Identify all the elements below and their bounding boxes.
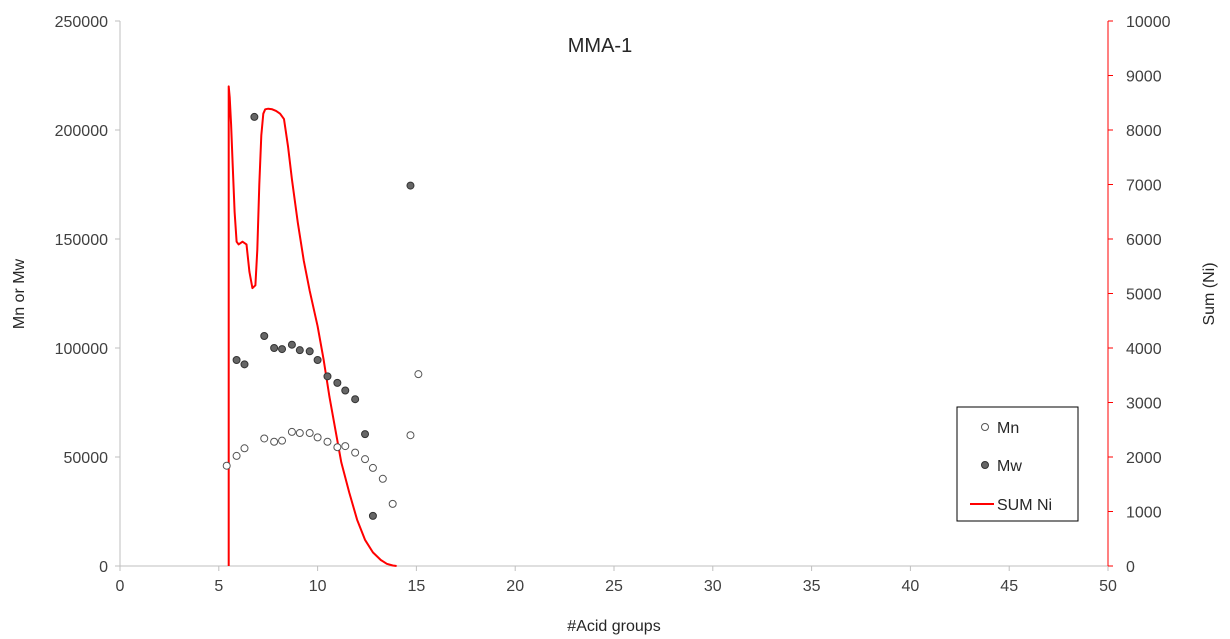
x-tick-label: 50 bbox=[1099, 578, 1117, 595]
data-point-mn bbox=[323, 437, 332, 446]
y-tick-label: 150000 bbox=[55, 232, 108, 249]
x-tick-label: 0 bbox=[116, 578, 125, 595]
x-tick-label: 30 bbox=[704, 578, 722, 595]
data-point-mn bbox=[295, 429, 304, 438]
data-point-mn bbox=[313, 433, 322, 442]
data-point-mn bbox=[305, 429, 314, 438]
x-tick-label: 20 bbox=[506, 578, 524, 595]
legend-label-mw: Mw bbox=[997, 458, 1022, 475]
y2-tick-label: 10000 bbox=[1126, 14, 1171, 31]
data-point-mw bbox=[341, 386, 350, 395]
y-tick-label: 250000 bbox=[55, 14, 108, 31]
data-point-mw bbox=[295, 346, 304, 355]
y-tick-label: 100000 bbox=[55, 341, 108, 358]
data-point-mw bbox=[333, 378, 342, 387]
legend: Mn Mw SUM Ni bbox=[956, 406, 1079, 522]
data-point-mw bbox=[305, 347, 314, 356]
data-point-mn bbox=[388, 499, 397, 508]
data-point-mw bbox=[278, 345, 287, 354]
plot-area bbox=[222, 85, 423, 567]
data-point-mn bbox=[270, 437, 279, 446]
x-tick-label: 45 bbox=[1000, 578, 1018, 595]
legend-box bbox=[956, 406, 1079, 522]
data-point-mw bbox=[313, 355, 322, 364]
data-point-mn bbox=[240, 444, 249, 453]
data-point-mw bbox=[406, 181, 415, 190]
y2-tick-label: 4000 bbox=[1126, 341, 1162, 358]
data-point-mw bbox=[368, 511, 377, 520]
y2-tick-label: 9000 bbox=[1126, 69, 1162, 86]
data-point-mn bbox=[222, 461, 231, 470]
y2-tick-label: 0 bbox=[1126, 559, 1135, 576]
series-line-sum-ni bbox=[227, 85, 397, 567]
data-point-mw bbox=[232, 355, 241, 364]
data-point-mw bbox=[270, 344, 279, 352]
data-point-mw bbox=[250, 112, 259, 121]
y2-tick-label: 5000 bbox=[1126, 287, 1162, 304]
data-point-mw bbox=[240, 360, 249, 369]
data-point-mw bbox=[361, 430, 370, 439]
y2-tick-label: 8000 bbox=[1126, 123, 1162, 140]
y-tick-label: 0 bbox=[99, 559, 108, 576]
data-point-mn bbox=[278, 436, 287, 445]
data-point-mn bbox=[406, 431, 415, 440]
data-point-mn bbox=[260, 434, 269, 443]
data-point-mw bbox=[287, 340, 296, 349]
y-tick-label: 50000 bbox=[64, 450, 109, 467]
x-tick-label: 15 bbox=[408, 578, 426, 595]
data-point-mw bbox=[260, 332, 269, 341]
data-point-mw bbox=[323, 372, 332, 381]
x-tick-label: 25 bbox=[605, 578, 623, 595]
y2-axis-title: Sum (Ni) bbox=[1201, 262, 1218, 325]
y2-tick-label: 3000 bbox=[1126, 396, 1162, 413]
data-point-mn bbox=[414, 370, 423, 379]
x-tick-label: 5 bbox=[214, 578, 223, 595]
y2-tick-label: 2000 bbox=[1126, 450, 1162, 467]
x-axis-title: #Acid groups bbox=[567, 618, 660, 635]
data-point-mn bbox=[333, 443, 342, 452]
data-point-mn bbox=[232, 451, 241, 460]
chart-title: MMA-1 bbox=[568, 35, 632, 57]
y2-tick-label: 1000 bbox=[1126, 505, 1162, 522]
legend-marker-mn bbox=[981, 423, 989, 431]
data-point-mw bbox=[351, 395, 360, 404]
legend-label-sum-ni: SUM Ni bbox=[997, 497, 1052, 514]
data-point-mn bbox=[361, 455, 370, 464]
y-tick-label: 200000 bbox=[55, 123, 108, 140]
y2-tick-label: 6000 bbox=[1126, 232, 1162, 249]
x-tick-label: 10 bbox=[309, 578, 327, 595]
data-point-mn bbox=[378, 474, 387, 483]
y2-tick-label: 7000 bbox=[1126, 178, 1162, 195]
x-tick-label: 35 bbox=[803, 578, 821, 595]
data-point-mn bbox=[368, 463, 377, 472]
axes: 0 5 10 15 20 25 30 35 40 45 5005000010000015000020… bbox=[55, 14, 1171, 595]
data-point-mn bbox=[351, 448, 360, 457]
legend-label-mn: Mn bbox=[997, 420, 1019, 437]
legend-marker-mw bbox=[981, 461, 989, 469]
x-tick-label: 40 bbox=[902, 578, 920, 595]
y-axis-title: Mn or Mw bbox=[11, 258, 28, 329]
data-point-mn bbox=[287, 427, 296, 436]
data-point-mn bbox=[341, 442, 350, 451]
